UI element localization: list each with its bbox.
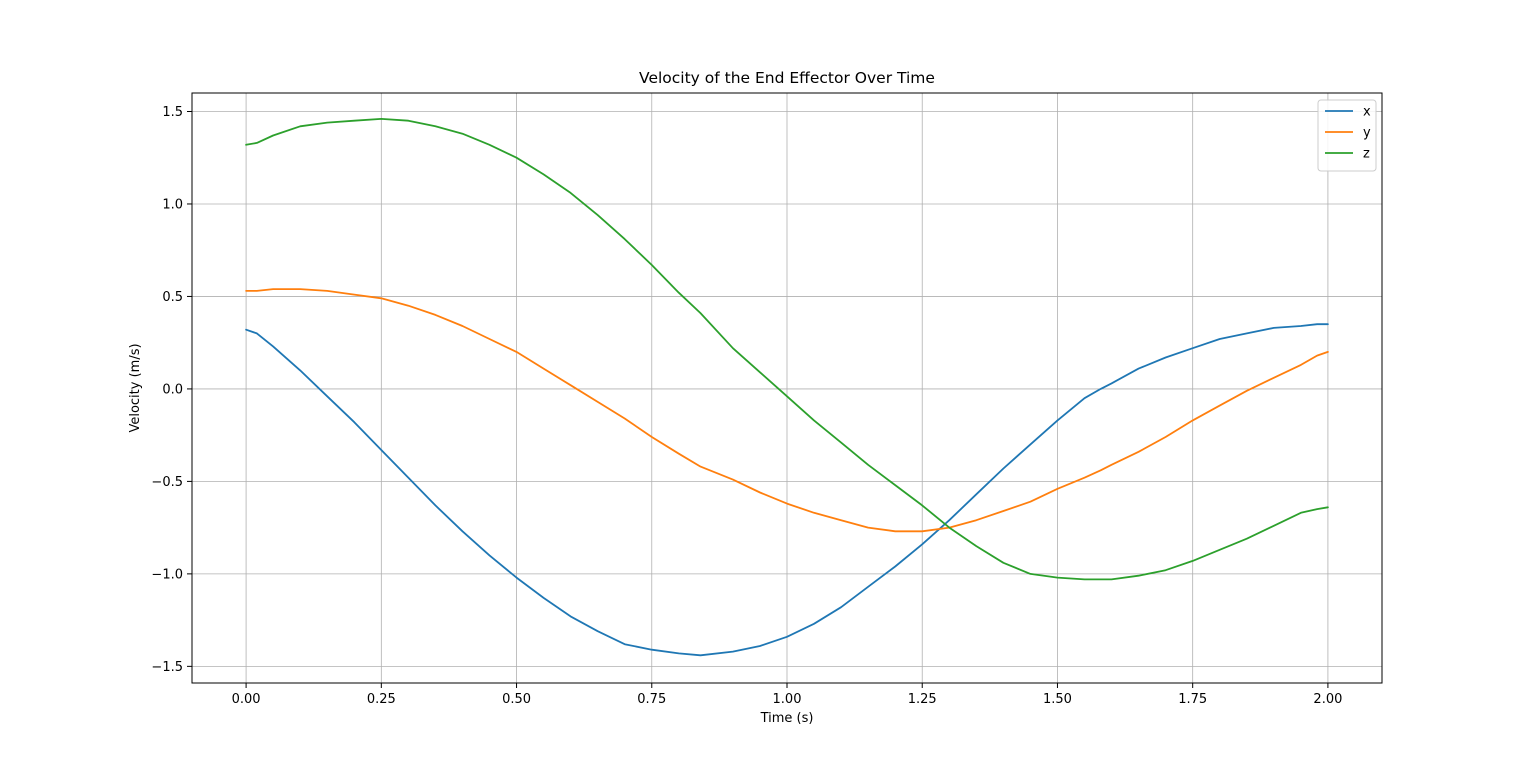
- y-tick-label: −0.5: [151, 475, 183, 490]
- y-tick-label: 1.0: [162, 197, 183, 212]
- legend-label-x: x: [1363, 105, 1371, 120]
- series-line-x: [245, 323, 1329, 657]
- x-tick-label: 1.25: [908, 692, 937, 707]
- x-tick-label: 0.25: [367, 692, 396, 707]
- y-axis-label: Velocity (m/s): [128, 343, 143, 432]
- y-tick-label: 1.5: [162, 105, 183, 120]
- x-axis-label: Time (s): [760, 711, 814, 726]
- x-tick-label: 0.75: [637, 692, 666, 707]
- y-tick-label: −1.5: [151, 660, 183, 675]
- chart-title: Velocity of the End Effector Over Time: [639, 69, 935, 87]
- y-tick-label: 0.5: [162, 290, 183, 305]
- y-axis-ticks: −1.5 −1.0 −0.5 0.0 0.5 1.0 1.5: [151, 105, 192, 675]
- series-line-z: [245, 118, 1329, 581]
- legend-label-y: y: [1363, 126, 1371, 141]
- y-tick-label: 0.0: [162, 382, 183, 397]
- x-tick-label: 2.00: [1313, 692, 1342, 707]
- grid: [192, 93, 1382, 683]
- x-axis-ticks: 0.00 0.25 0.50 0.75 1.00 1.25 1.50 1.75 2.00: [232, 683, 1342, 707]
- series-lines: [245, 118, 1329, 657]
- x-tick-label: 1.00: [773, 692, 802, 707]
- y-tick-label: −1.0: [151, 567, 183, 582]
- x-tick-label: 1.75: [1178, 692, 1207, 707]
- x-tick-label: 1.50: [1043, 692, 1072, 707]
- x-tick-label: 0.50: [502, 692, 531, 707]
- legend-label-z: z: [1363, 147, 1370, 162]
- series-line-y: [245, 288, 1329, 533]
- x-tick-label: 0.00: [232, 692, 261, 707]
- legend: xyz: [1317, 99, 1377, 172]
